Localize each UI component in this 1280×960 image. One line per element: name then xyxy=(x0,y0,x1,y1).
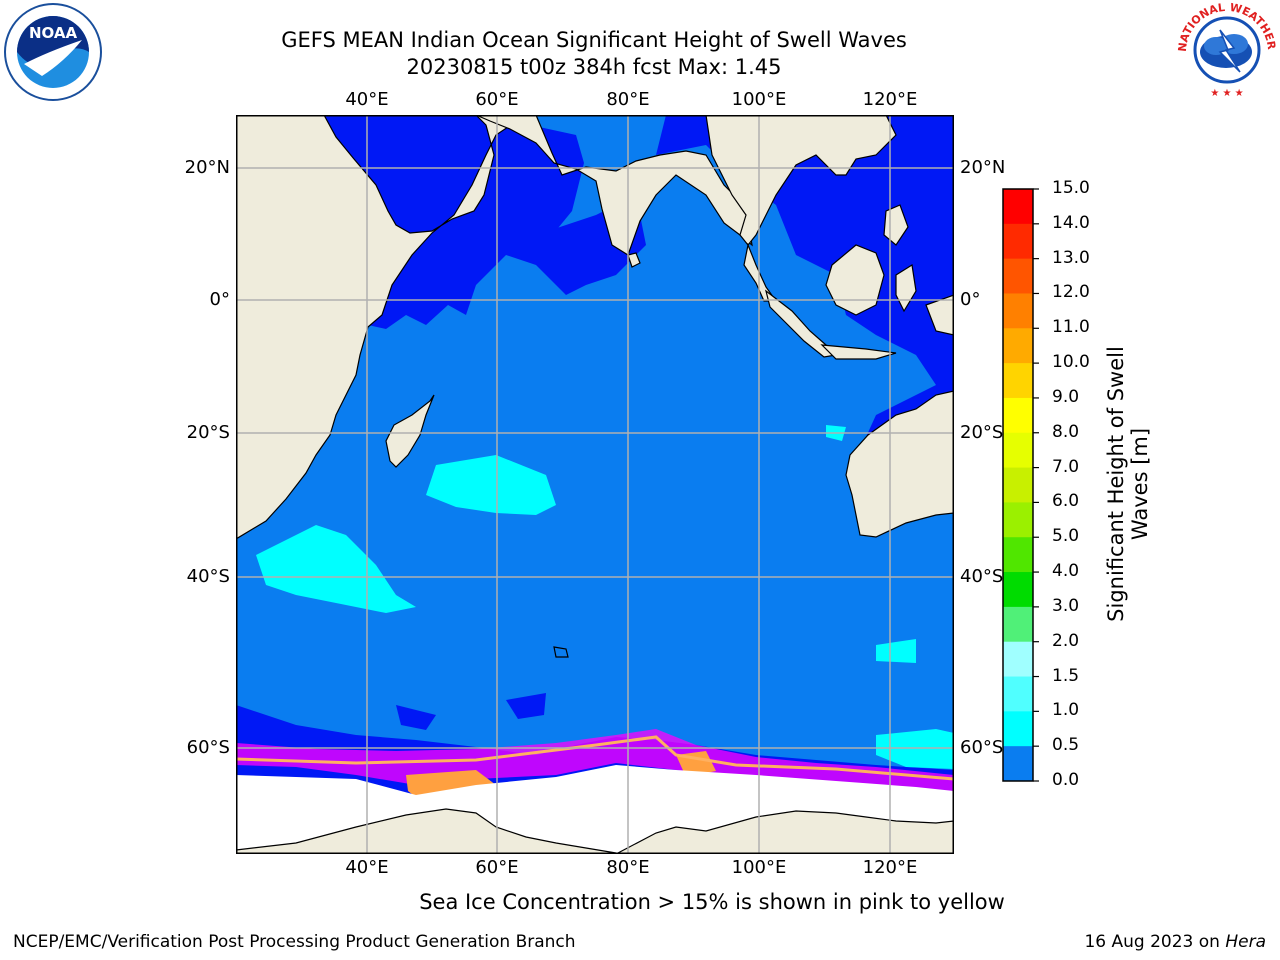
colorbar-tick-label: 13.0 xyxy=(1052,247,1090,268)
noaa-logo: NOAA xyxy=(4,3,102,101)
footer-host: Hera xyxy=(1225,932,1266,952)
lon-label-top-120e: 120°E xyxy=(862,89,918,110)
colorbar-title-line2: Waves [m] xyxy=(1128,427,1152,541)
colorbar-segment xyxy=(1003,572,1033,608)
map-title-line1: GEFS MEAN Indian Ocean Significant Heigh… xyxy=(281,28,907,52)
map-panel xyxy=(236,115,954,854)
colorbar-segment xyxy=(1003,537,1033,573)
colorbar-segment xyxy=(1003,363,1033,399)
colorbar-tick-label: 11.0 xyxy=(1052,317,1090,338)
colorbar-segment xyxy=(1003,502,1033,538)
lat-label-left-60s: 60°S xyxy=(186,737,230,758)
colorbar-tick-label: 12.0 xyxy=(1052,282,1090,303)
colorbar-tick-label: 15.0 xyxy=(1052,178,1090,198)
colorbar-tick-label: 2.0 xyxy=(1052,630,1080,651)
footer-date-text: 16 Aug 2023 on xyxy=(1084,932,1226,952)
colorbar-tick-label: 0.5 xyxy=(1052,735,1080,756)
colorbar-tick-label: 8.0 xyxy=(1052,421,1080,442)
colorbar-segment xyxy=(1003,189,1033,225)
cyan-swell-regions xyxy=(256,425,954,769)
svg-text:★ ★ ★: ★ ★ ★ xyxy=(1210,88,1243,99)
colorbar-tick-label: 14.0 xyxy=(1052,212,1090,233)
colorbar-tick-label: 9.0 xyxy=(1052,386,1080,407)
lon-label-top-60e: 60°E xyxy=(475,89,519,110)
map-frame xyxy=(236,115,954,854)
colorbar-tick-label: 5.0 xyxy=(1052,526,1080,547)
lon-label-bottom-80e: 80°E xyxy=(606,857,650,878)
map-gridlines xyxy=(236,115,954,854)
colorbar-segment xyxy=(1003,258,1033,294)
noaa-logo-text: NOAA xyxy=(29,24,78,42)
lat-label-left-40s: 40°S xyxy=(186,566,230,587)
lon-label-bottom-100e: 100°E xyxy=(731,857,787,878)
island-outline xyxy=(553,646,569,658)
colorbar-segment xyxy=(1003,467,1033,503)
colorbar-segment xyxy=(1003,641,1033,678)
lat-label-right-40s: 40°S xyxy=(960,566,1004,587)
sea-ice-caption: Sea Ice Concentration > 15% is shown in … xyxy=(419,890,1005,914)
lat-label-right-20n: 20°N xyxy=(960,157,1006,178)
footer-credit: NCEP/EMC/Verification Post Processing Pr… xyxy=(13,932,576,952)
lat-label-left-20s: 20°S xyxy=(186,422,230,443)
colorbar-segment xyxy=(1003,397,1033,434)
lon-label-bottom-120e: 120°E xyxy=(862,857,918,878)
colorbar-tick-label: 10.0 xyxy=(1052,352,1090,373)
lon-label-top-40e: 40°E xyxy=(345,89,389,110)
colorbar-segment xyxy=(1003,293,1033,329)
colorbar-title-line1: Significant Height of Swell xyxy=(1104,346,1128,622)
lon-label-bottom-40e: 40°E xyxy=(345,857,389,878)
colorbar-title: Significant Height of Swell Waves [m] xyxy=(1104,274,1152,694)
colorbar-segment xyxy=(1003,676,1033,712)
lon-label-top-100e: 100°E xyxy=(731,89,787,110)
colorbar-segment xyxy=(1003,328,1033,364)
colorbar-tick-label: 3.0 xyxy=(1052,595,1080,616)
colorbar-segment xyxy=(1003,223,1033,260)
colorbar-tick-label: 1.0 xyxy=(1052,700,1080,721)
lon-label-bottom-60e: 60°E xyxy=(475,857,519,878)
colorbar-segment xyxy=(1003,711,1033,747)
lat-label-right-0: 0° xyxy=(960,289,981,310)
lat-label-left-0: 0° xyxy=(209,289,230,310)
colorbar-tick-label: 7.0 xyxy=(1052,456,1080,477)
lat-label-right-60s: 60°S xyxy=(960,737,1004,758)
lat-label-left-20n: 20°N xyxy=(184,157,230,178)
colorbar-segment xyxy=(1003,606,1033,643)
colorbar-tick-label: 0.0 xyxy=(1052,770,1080,790)
colorbar-tick-label: 4.0 xyxy=(1052,561,1080,582)
colorbar-tick-label: 1.5 xyxy=(1052,665,1080,686)
lon-label-top-80e: 80°E xyxy=(606,89,650,110)
colorbar-segment xyxy=(1003,432,1033,469)
colorbar-frame xyxy=(1002,188,1034,782)
footer-date: 16 Aug 2023 on Hera xyxy=(1084,932,1266,952)
map-title-line2: 20230815 t00z 384h fcst Max: 1.45 xyxy=(406,55,782,79)
colorbar-segment xyxy=(1003,746,1033,782)
colorbar-tick-label: 6.0 xyxy=(1052,491,1080,512)
lat-label-right-20s: 20°S xyxy=(960,422,1004,443)
colorbar xyxy=(1002,188,1039,782)
nws-logo: NATIONAL WEATHER SERVICE ★ ★ ★ xyxy=(1176,0,1278,99)
